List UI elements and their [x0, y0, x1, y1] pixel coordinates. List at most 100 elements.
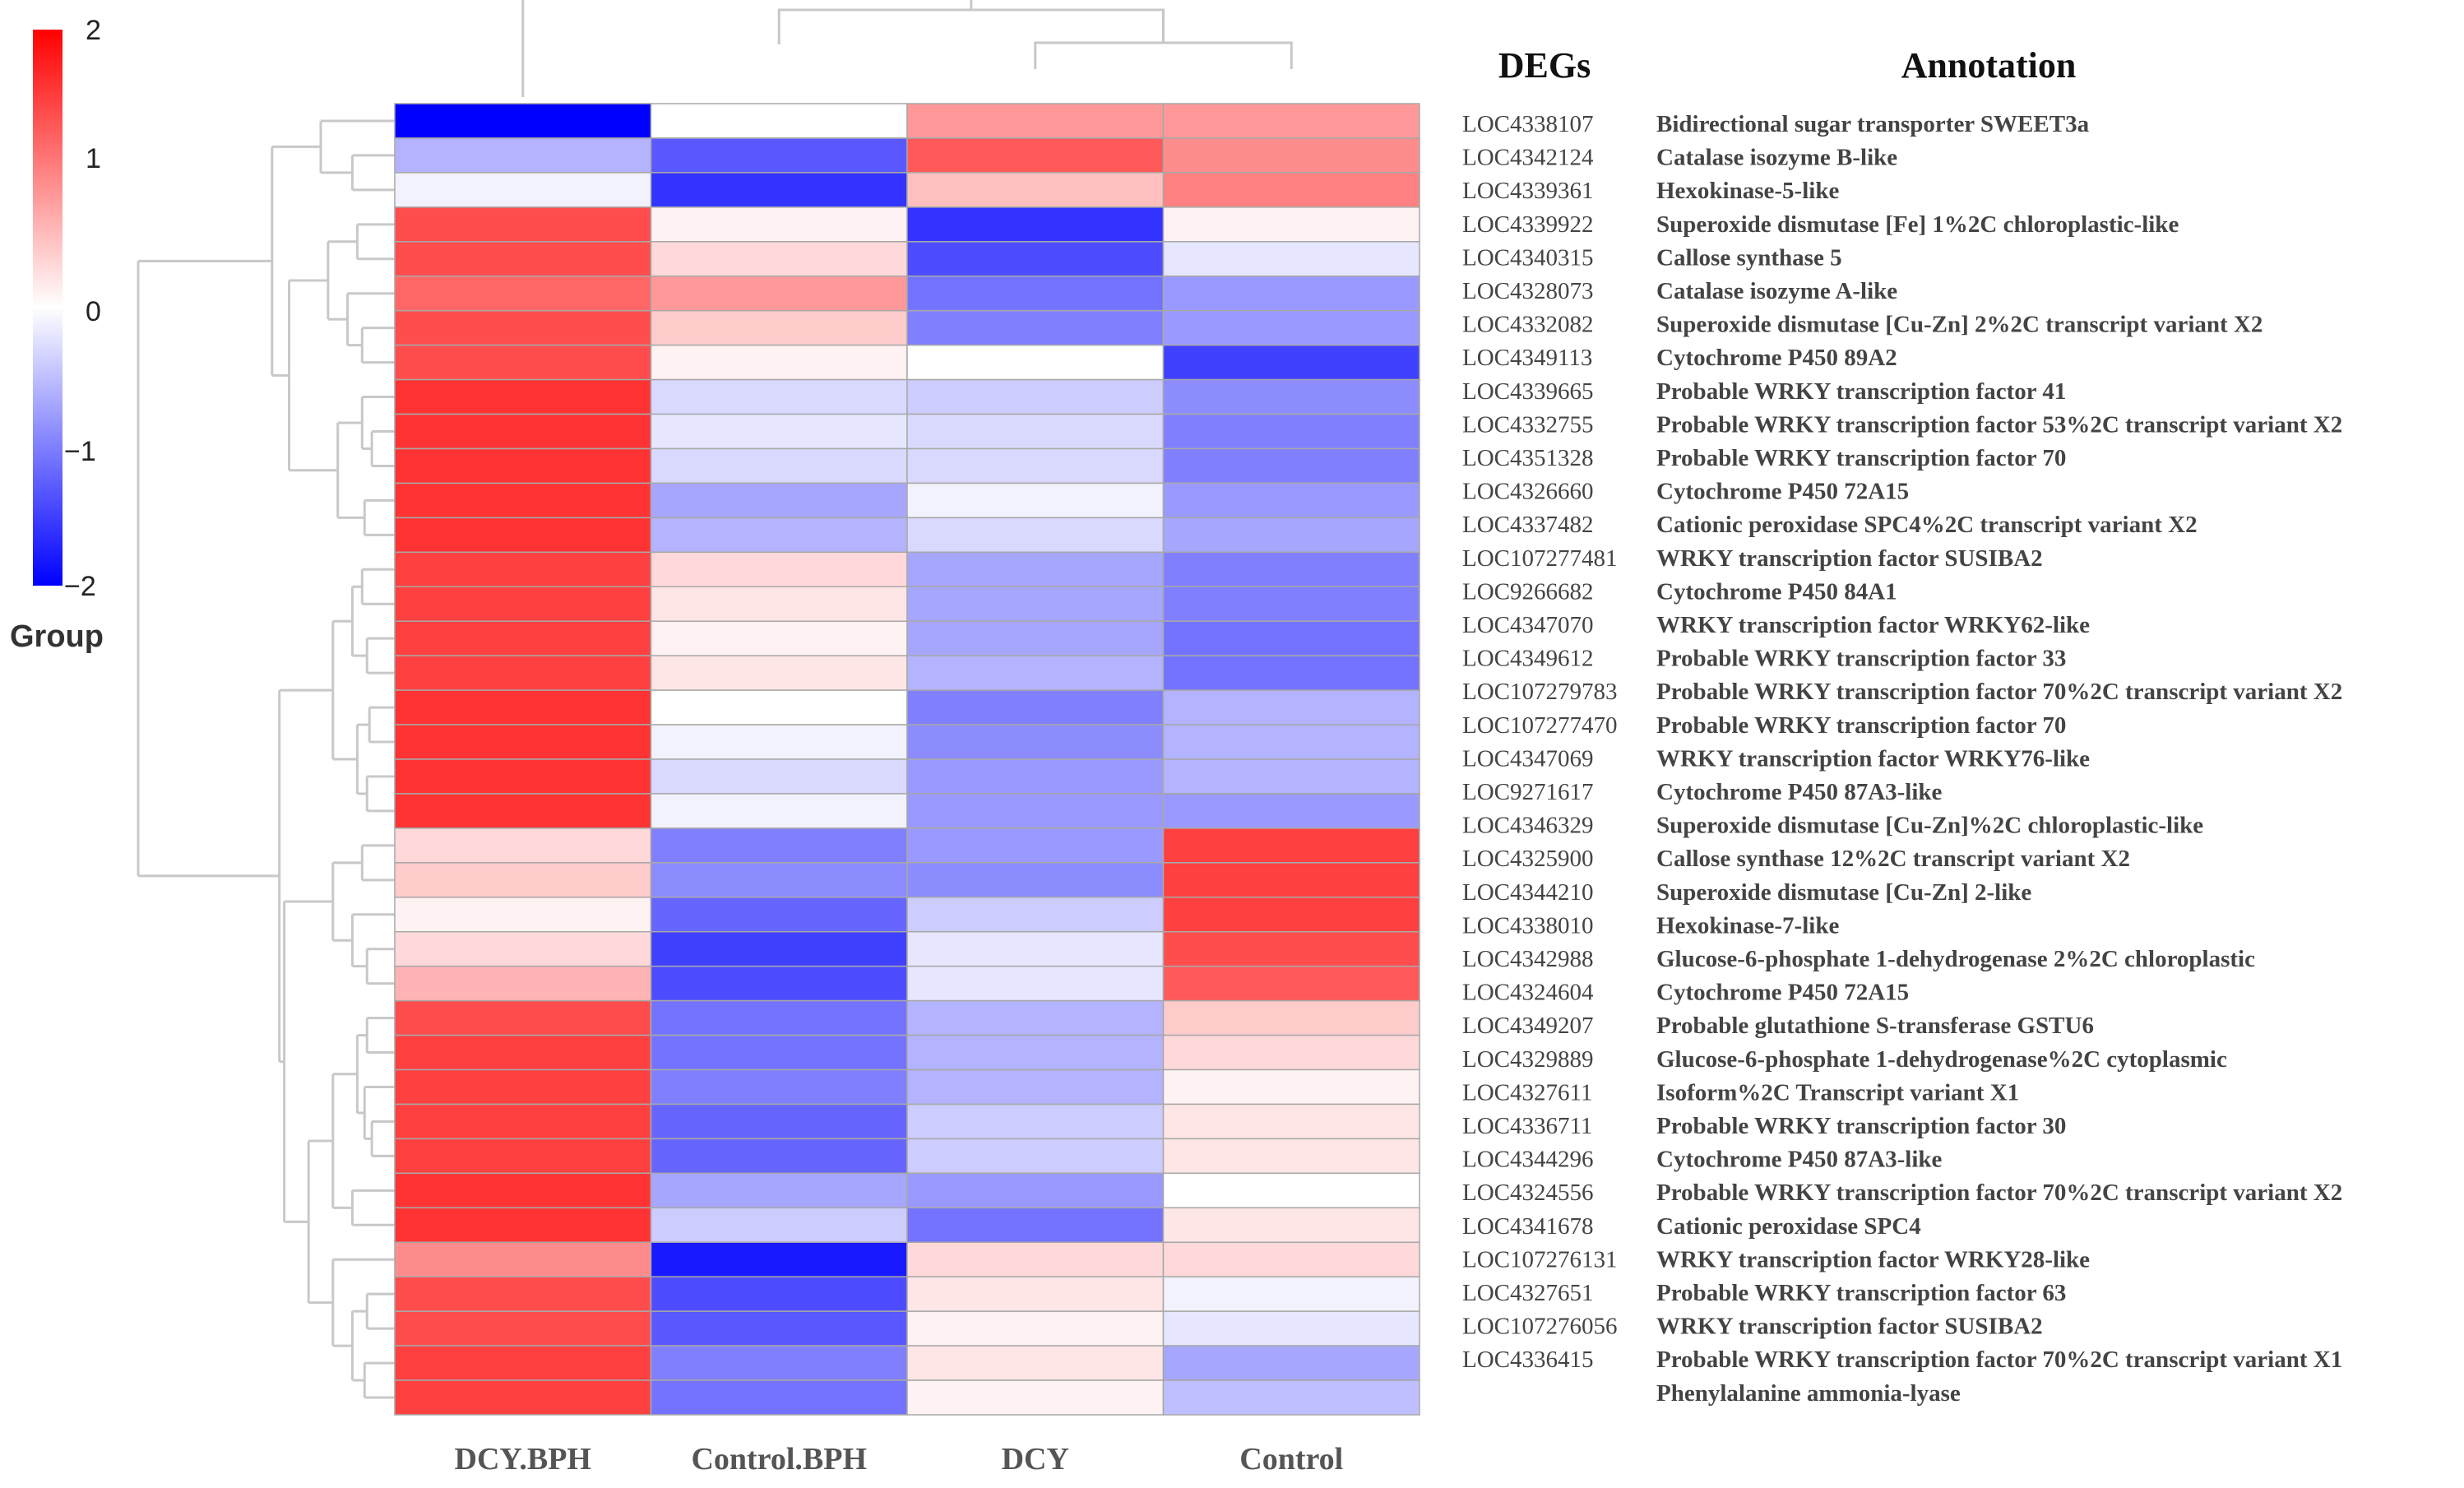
heatmap-cell	[394, 1207, 652, 1244]
gene-id-label: LOC4339361	[1462, 178, 1594, 204]
heatmap-cell	[906, 344, 1165, 381]
heatmap-cell	[394, 689, 652, 725]
heatmap-cell	[1162, 241, 1420, 277]
heatmap-cell	[1162, 620, 1420, 656]
annotation-label: Probable WRKY transcription factor 70%2C…	[1656, 1180, 2342, 1206]
legend-title: Group	[10, 619, 104, 654]
heatmap-cell	[906, 758, 1165, 795]
heatmap-cell	[650, 1103, 908, 1140]
heatmap-cell	[394, 724, 652, 760]
heatmap-cell	[650, 1276, 908, 1312]
heatmap-cell	[650, 827, 908, 864]
heatmap-cell	[650, 517, 908, 554]
heatmap-cell	[394, 965, 652, 1002]
gene-id-label: LOC4344210	[1462, 879, 1594, 906]
heatmap-cell	[394, 655, 652, 691]
heatmap-cell	[394, 482, 652, 519]
heatmap-cell	[906, 689, 1165, 725]
heatmap-cell	[906, 413, 1165, 450]
heatmap-cell	[650, 965, 908, 1002]
gene-id-label: LOC4329889	[1462, 1046, 1594, 1073]
annotation-label: Cationic peroxidase SPC4	[1656, 1213, 1921, 1240]
heatmap-cell	[650, 447, 908, 484]
gene-id-label: LOC4349612	[1462, 646, 1594, 672]
heatmap-cell	[906, 655, 1165, 691]
column-label: DCY	[1002, 1442, 1069, 1476]
heatmap-cell	[394, 1345, 652, 1381]
heatmap-cell	[906, 1345, 1165, 1381]
heatmap-cell	[1162, 551, 1420, 588]
heatmap-cell	[1162, 999, 1420, 1036]
annotation-label: WRKY transcription factor WRKY62-like	[1656, 612, 2090, 638]
heatmap-cell	[1162, 1172, 1420, 1209]
annotation-label: Isoform%2C Transcript variant X1	[1656, 1079, 2019, 1106]
heatmap-cell	[650, 378, 908, 415]
gene-id-label: LOC4337482	[1462, 512, 1594, 538]
heatmap-cell	[1162, 758, 1420, 795]
heatmap-cell	[906, 862, 1165, 898]
annotation-label: Probable WRKY transcription factor 70%2C…	[1656, 1347, 2342, 1373]
heatmap-cell	[650, 551, 908, 588]
heatmap-cell	[394, 241, 652, 277]
heatmap-cell	[394, 620, 652, 656]
heatmap-cell	[1162, 378, 1420, 415]
heatmap-cell	[906, 378, 1165, 415]
heatmap-cell	[906, 172, 1165, 208]
annotation-label: WRKY transcription factor WRKY28-like	[1656, 1246, 2090, 1272]
heatmap-cell	[1162, 137, 1420, 174]
annotation-label: Probable WRKY transcription factor 41	[1656, 378, 2066, 405]
legend-tick-label: −2	[64, 571, 96, 602]
heatmap-cell	[1162, 309, 1420, 346]
annotation-label: Probable WRKY transcription factor 70%2C…	[1656, 679, 2342, 705]
annotation-label: Superoxide dismutase [Cu-Zn] 2%2C transc…	[1656, 312, 2263, 338]
heatmap-cell	[906, 309, 1165, 346]
heatmap-cell	[1162, 862, 1420, 898]
heatmap-cell	[394, 1103, 652, 1140]
annotation-label: Hexokinase-7-like	[1656, 912, 1839, 939]
heatmap-cell	[1162, 827, 1420, 864]
heatmap-cell	[394, 206, 652, 243]
heatmap-cell	[394, 275, 652, 312]
heatmap-cell	[394, 1310, 652, 1347]
heatmap-cell	[394, 378, 652, 415]
gene-id-label: LOC4336711	[1462, 1113, 1592, 1139]
heatmap-cell	[394, 103, 652, 139]
heatmap-cell	[1162, 1207, 1420, 1244]
legend-color-bar	[33, 30, 63, 586]
column-label: Control	[1239, 1442, 1343, 1476]
gene-id-label: LOC4339665	[1462, 378, 1594, 405]
gene-id-label: LOC4342124	[1462, 145, 1594, 171]
annotation-label: Cytochrome P450 87A3-like	[1656, 1147, 1943, 1173]
heatmap-cell	[650, 930, 908, 967]
heatmap-cell	[1162, 447, 1420, 484]
heatmap-cell	[650, 1138, 908, 1175]
heatmap-cell	[650, 655, 908, 691]
heatmap-cell	[906, 965, 1165, 1002]
annotation-label: WRKY transcription factor SUSIBA2	[1656, 545, 2043, 572]
annotation-label: Glucose-6-phosphate 1-dehydrogenase 2%2C…	[1656, 946, 2255, 972]
gene-id-label: LOC4340315	[1462, 244, 1594, 271]
gene-id-label: LOC4332082	[1462, 312, 1594, 338]
gene-id-label: LOC4349207	[1462, 1013, 1594, 1039]
heatmap-cell	[906, 724, 1165, 760]
gene-id-label: LOC107277470	[1462, 712, 1618, 739]
heatmap-cell	[1162, 1345, 1420, 1381]
annotation-label: Probable WRKY transcription factor 33	[1656, 646, 2066, 672]
gene-id-label: LOC107276131	[1462, 1246, 1618, 1272]
heatmap-cell	[394, 447, 652, 484]
heatmap-cell	[906, 103, 1165, 139]
gene-id-label: LOC4326660	[1462, 479, 1594, 505]
heatmap-cell	[906, 793, 1165, 829]
heatmap-cell	[394, 517, 652, 554]
heatmap-cell	[1162, 344, 1420, 381]
heatmap-cell	[906, 1241, 1165, 1277]
annotation-label: Callose synthase 5	[1656, 244, 1842, 271]
heatmap-cell	[394, 862, 652, 898]
heatmap-cell	[906, 1034, 1165, 1071]
gene-id-label: LOC9271617	[1462, 779, 1594, 805]
annotation-label: Cytochrome P450 72A15	[1656, 479, 1909, 505]
gene-id-label: LOC107276056	[1462, 1314, 1618, 1340]
heatmap-cell	[394, 793, 652, 829]
heatmap-cell	[1162, 724, 1420, 760]
heatmap-cell	[1162, 930, 1420, 967]
